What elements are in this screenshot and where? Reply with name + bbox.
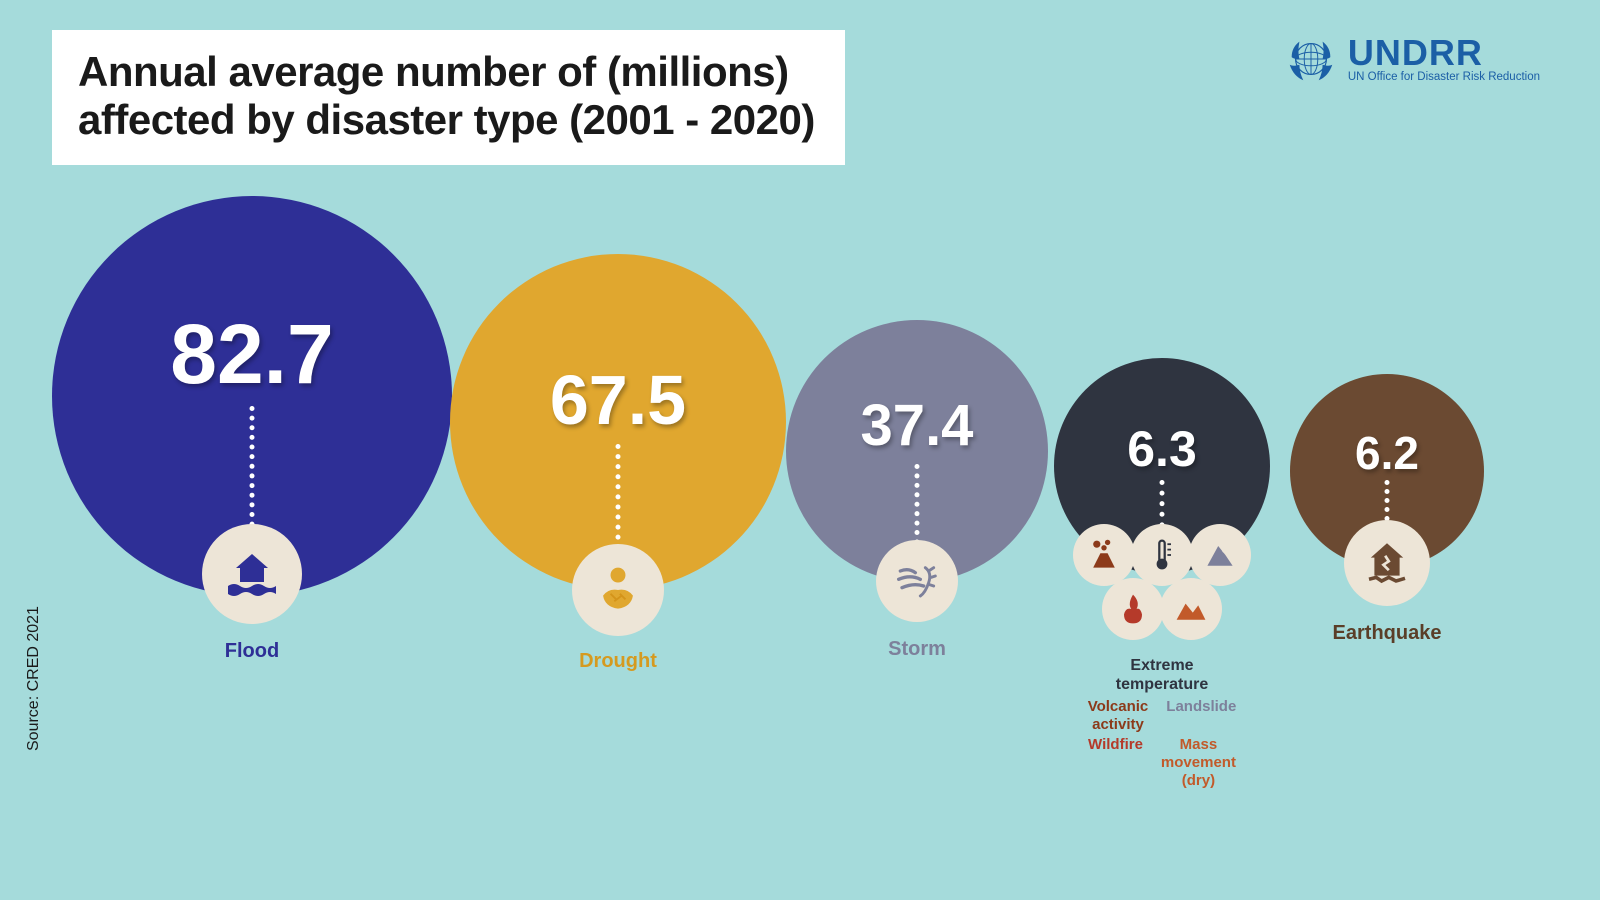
logo-text: UNDRR UN Office for Disaster Risk Reduct… [1348,35,1540,83]
bubble-mixed: 6.3ExtremetemperatureVolcanicactivityLan… [1054,358,1270,574]
earthquake-icon [1344,520,1430,606]
source-text: Source: CRED 2021 [25,606,43,751]
bubble-label: Storm [888,638,946,661]
massmove-icon [1160,578,1222,640]
bubble-value: 6.2 [1355,426,1419,480]
title-text: Annual average number of (millions)affec… [78,48,815,145]
bubble-value: 82.7 [170,306,334,403]
logo-main: UNDRR [1348,35,1540,71]
un-emblem-icon [1282,30,1340,88]
volcano-icon [1073,524,1135,586]
bubble-storm: 37.4Storm [786,320,1048,582]
bubble-value: 6.3 [1127,420,1197,478]
drought-icon [572,544,664,636]
bubble-drought: 67.5Drought [450,254,786,590]
bubble-label: Drought [579,650,657,673]
storm-icon [876,540,958,622]
multi-icon-cluster [1062,528,1262,636]
flood-icon [202,524,302,624]
bubble-chart: 82.7Flood67.5Drought37.4Storm6.3Extremet… [52,196,1560,836]
thermo-icon [1131,524,1193,586]
multi-labels: ExtremetemperatureVolcanicactivityLandsl… [1047,656,1277,790]
bubble-earthquake: 6.2Earthquake [1290,374,1484,568]
bubble-value: 67.5 [550,360,686,440]
bubble-label: Earthquake [1333,622,1442,645]
title-box: Annual average number of (millions)affec… [52,30,845,165]
wildfire-icon [1102,578,1164,640]
bubble-flood: 82.7Flood [52,196,452,596]
bubble-value: 37.4 [861,392,974,459]
landslide-icon [1189,524,1251,586]
bubble-label: Flood [225,640,279,663]
logo: UNDRR UN Office for Disaster Risk Reduct… [1282,30,1540,88]
logo-sub: UN Office for Disaster Risk Reduction [1348,71,1540,83]
